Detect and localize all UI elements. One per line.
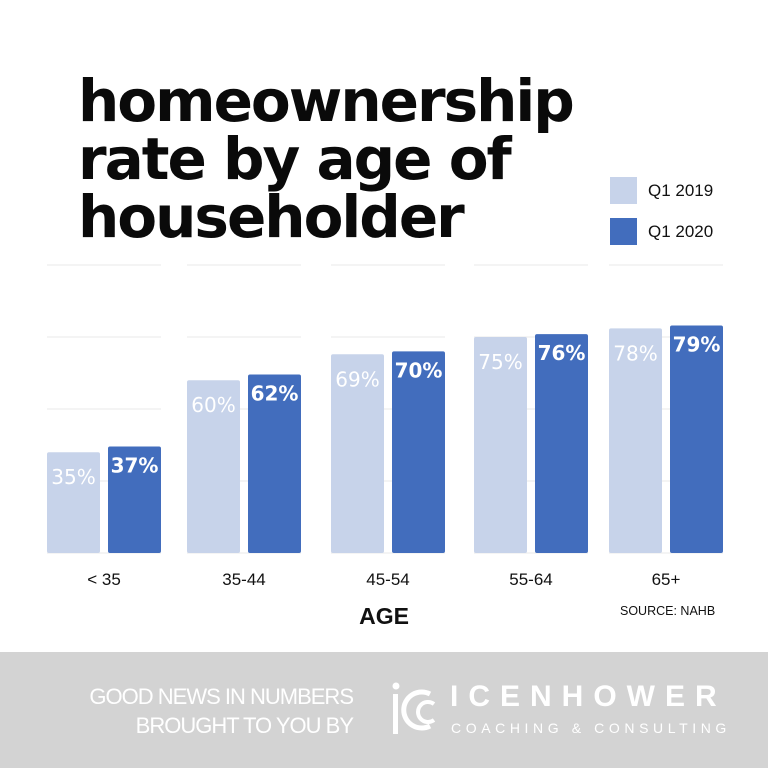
- x-tick-label: 35-44: [222, 570, 265, 589]
- footer-banner: GOOD NEWS IN NUMBERS BROUGHT TO YOU BY I…: [0, 652, 768, 768]
- data-label: 79%: [673, 332, 721, 356]
- legend-item-q1-2019: Q1 2019: [610, 177, 713, 204]
- data-label: 35%: [51, 465, 95, 489]
- bar-q1-2020: [108, 446, 161, 553]
- x-tick-label: 65+: [652, 570, 681, 589]
- x-tick-label: 45-54: [366, 570, 409, 589]
- bar-q1-2019: [331, 354, 384, 553]
- title-line: homeownership: [78, 67, 575, 135]
- data-label: 78%: [613, 341, 657, 365]
- data-label: 69%: [335, 367, 379, 391]
- chart-title: homeownership rate by age of householder: [78, 67, 575, 251]
- x-axis-title: AGE: [359, 603, 409, 629]
- logo-mark-icon: [392, 682, 436, 734]
- data-label: 60%: [191, 393, 235, 417]
- footer-line: GOOD NEWS IN NUMBERS: [89, 684, 354, 709]
- legend-label: Q1 2019: [648, 180, 714, 200]
- bar-q1-2020: [392, 351, 445, 553]
- data-label: 75%: [478, 350, 522, 374]
- footer-tagline: GOOD NEWS IN NUMBERS BROUGHT TO YOU BY: [89, 682, 354, 740]
- bar-q1-2020: [670, 325, 723, 553]
- legend-label: Q1 2020: [648, 221, 714, 241]
- legend-swatch: [610, 177, 637, 204]
- data-label: 37%: [111, 453, 159, 477]
- title-line: rate by age of: [78, 125, 512, 193]
- title-line: householder: [78, 183, 465, 251]
- data-label: 76%: [538, 341, 586, 365]
- x-tick-label: 55-64: [509, 570, 552, 589]
- bar-q1-2019: [609, 328, 662, 553]
- bar-q1-2019: [47, 452, 100, 553]
- legend-item-q1-2020: Q1 2020: [610, 218, 713, 245]
- data-label: 70%: [395, 358, 443, 382]
- bar-q1-2019: [187, 380, 240, 553]
- bar-q1-2020: [248, 374, 301, 553]
- footer-line: BROUGHT TO YOU BY: [135, 713, 354, 738]
- logo-name: ICENHOWER: [450, 680, 727, 713]
- x-tick-label: < 35: [87, 570, 121, 589]
- logo-subtitle: COACHING & CONSULTING: [451, 720, 731, 736]
- bar-q1-2020: [535, 334, 588, 553]
- bar-q1-2019: [474, 337, 527, 553]
- legend-swatch: [610, 218, 637, 245]
- bar-chart: 35% 37% < 35 60% 62% 35-44 69% 70% 45-54 75% 76% 55…: [47, 264, 723, 589]
- data-label: 62%: [251, 381, 299, 405]
- source-note: SOURCE: NAHB: [620, 604, 716, 618]
